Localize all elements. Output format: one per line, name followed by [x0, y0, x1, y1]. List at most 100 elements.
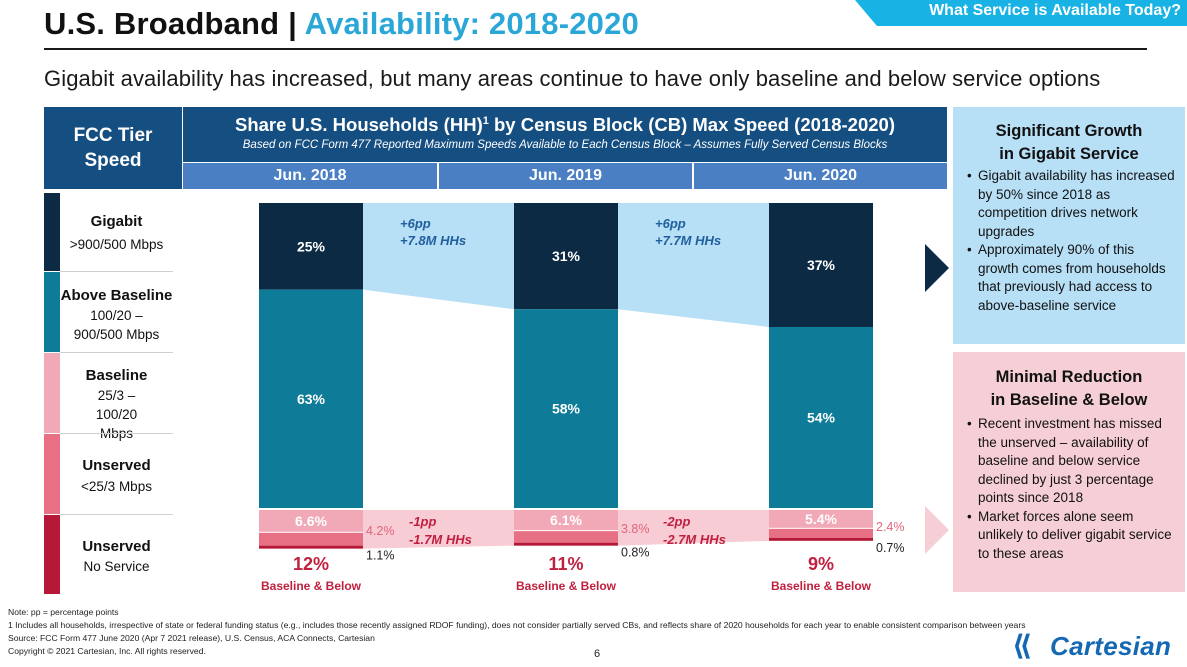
bar-label-no-service: 1.1% [366, 549, 395, 563]
bar-baseline [514, 510, 618, 531]
bar-unserved [769, 528, 873, 538]
tier-above-baseline: Above Baseline 100/20 – 900/500 Mbps [44, 272, 173, 352]
bar-gigabit [769, 203, 873, 328]
bar-above-baseline [514, 309, 618, 508]
tier-color-swatch [44, 515, 60, 594]
bar-above-baseline [769, 327, 873, 508]
tier-divider [60, 514, 173, 515]
gigabit-change-pp: +6pp [400, 216, 431, 231]
tier-color-swatch [44, 353, 60, 433]
tier-divider [60, 271, 173, 272]
share-header: Share U.S. Households (HH)1 by Census Bl… [183, 107, 947, 162]
tier-color-swatch [44, 193, 60, 271]
bar-label-baseline: 6.1% [550, 512, 582, 528]
bar-label-above-baseline: 54% [807, 410, 836, 426]
bar-unserved [259, 532, 363, 546]
gigabit-change-hh: +7.7M HHs [655, 233, 721, 248]
bar-no-service [259, 545, 363, 549]
bullet-item: Recent investment has missed the unserve… [967, 415, 1175, 508]
tier-color-swatch [44, 434, 60, 514]
reduction-panel-title: Minimal Reduction in Baseline & Below [990, 368, 1148, 409]
bar-label-unserved: 4.2% [366, 524, 395, 538]
below-change-pp: -1pp [409, 514, 437, 529]
bar-gigabit [259, 203, 363, 290]
bar-no-service [514, 542, 618, 546]
baseline-below-label: Baseline & Below [771, 579, 872, 593]
bar-unserved [514, 531, 618, 543]
baseline-below-label: Baseline & Below [516, 579, 617, 593]
title-prefix: U.S. Broadband | [44, 6, 305, 41]
copyright: Copyright © 2021 Cartesian, Inc. All rig… [8, 646, 206, 656]
page-number: 6 [594, 648, 601, 660]
tier-name: Gigabit [90, 213, 143, 230]
bar-label-unserved: 3.8% [621, 522, 650, 536]
tier-unserved-low-speed: Unserved <25/3 Mbps [44, 434, 173, 514]
growth-bullet-list: Gigabit availability has increased by 50… [967, 167, 1175, 315]
bullet-item: Approximately 90% of this growth comes f… [967, 241, 1175, 315]
tier-gigabit: Gigabit >900/500 Mbps [44, 193, 173, 271]
tier-name: Unserved [82, 538, 151, 555]
bar-label-above-baseline: 63% [297, 391, 326, 407]
bar-baseline [769, 510, 873, 528]
baseline-below-total: 12% [293, 554, 329, 574]
cartesian-logo-icon: ⟪ [1012, 630, 1033, 661]
footnote-source: Source: FCC Form 477 June 2020 (Apr 7 20… [8, 633, 375, 643]
title-divider [44, 48, 1147, 50]
below-change-pp: -2pp [663, 514, 691, 529]
bar-no-service [769, 537, 873, 541]
year-header-2018: Jun. 2018 [183, 163, 437, 189]
bar-label-no-service: 0.8% [621, 546, 650, 560]
gigabit-growth-band [618, 203, 769, 328]
tier-name: Baseline [85, 367, 148, 384]
growth-panel: Significant Growth in Gigabit Service Gi… [953, 107, 1185, 344]
reduction-bullet-list: Recent investment has missed the unserve… [967, 415, 1175, 563]
bar-label-gigabit: 25% [297, 238, 326, 254]
gigabit-growth-band [363, 203, 514, 310]
growth-panel-title: Significant Growth in Gigabit Service [995, 122, 1143, 163]
bullet-item: Gigabit availability has increased by 50… [967, 167, 1175, 241]
gigabit-change-pp: +6pp [655, 216, 686, 231]
stacked-bar-chart: 25% 63% 6.6% 4.2% 1.1% 12% Baseline & Below 31%… [259, 203, 905, 593]
baseline-below-label: Baseline & Below [261, 579, 362, 593]
bar-label-above-baseline: 58% [552, 401, 581, 417]
tier-unserved-no-service: Unserved No Service [44, 515, 173, 594]
share-header-title: Share U.S. Households (HH)1 by Census Bl… [235, 114, 895, 135]
bar-label-baseline: 6.6% [295, 513, 327, 529]
tier-range: <25/3 Mbps [81, 479, 152, 494]
tier-range: 100/20 – 900/500 Mbps [73, 308, 160, 342]
baseline-decline-band [363, 510, 514, 549]
bar-baseline [259, 510, 363, 532]
below-change-hh: -2.7M HHs [663, 532, 726, 547]
baseline-below-total: 11% [548, 554, 583, 574]
tier-divider [60, 352, 173, 353]
tier-baseline: Baseline 25/3 – 100/20 Mbps [44, 353, 173, 441]
tier-divider [60, 433, 173, 434]
footnote-1: 1 Includes all households, irrespective … [8, 620, 1026, 630]
bar-label-unserved: 2.4% [876, 520, 905, 534]
gigabit-change-hh: +7.8M HHs [400, 233, 466, 248]
bullet-item: Market forces alone seem unlikely to del… [967, 508, 1175, 564]
bar-gigabit [514, 203, 618, 310]
footnote-pp: Note: pp = percentage points [8, 607, 119, 617]
cartesian-logo: ⟪ Cartesian [1012, 630, 1187, 661]
section-tab-label: What Service is Available Today? [929, 2, 1181, 19]
tier-name: Unserved [82, 457, 151, 474]
title-highlight: Availability: 2018-2020 [304, 6, 639, 41]
year-header-2019: Jun. 2019 [439, 163, 692, 189]
baseline-decline-band [618, 510, 769, 546]
fcc-tier-header-line1: FCC Tier [73, 125, 153, 146]
bar-label-gigabit: 31% [552, 248, 581, 264]
reduction-panel: Minimal Reduction in Baseline & Below Re… [953, 352, 1185, 592]
share-header-subtitle: Based on FCC Form 477 Reported Maximum S… [242, 139, 888, 151]
page-title: U.S. Broadband | Availability: 2018-2020 [44, 6, 639, 42]
tier-range: No Service [83, 559, 150, 574]
baseline-below-total: 9% [808, 554, 834, 574]
bar-label-no-service: 0.7% [876, 541, 905, 555]
tier-name: Above Baseline [60, 287, 173, 304]
bar-label-gigabit: 37% [807, 257, 836, 273]
section-tab: What Service is Available Today? [855, 0, 1187, 26]
below-change-hh: -1.7M HHs [409, 532, 472, 547]
year-header-2020: Jun. 2020 [694, 163, 947, 189]
tier-color-swatch [44, 272, 60, 352]
bar-label-baseline: 5.4% [805, 511, 837, 527]
